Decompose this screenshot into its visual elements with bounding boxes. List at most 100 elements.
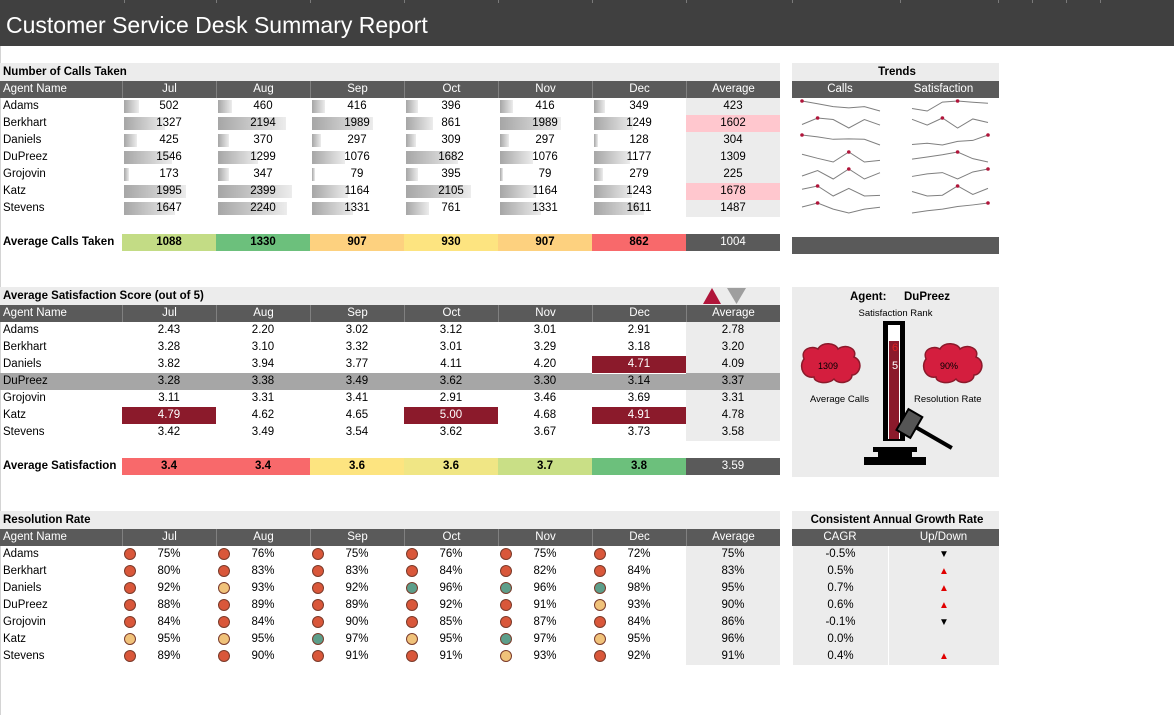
satisfaction-average-cell: 3.37: [686, 373, 780, 391]
col-jul: Jul: [122, 81, 216, 98]
table-row[interactable]: Adams 2.43 2.20 3.02 3.12 3.01 2.91 2.78: [0, 322, 780, 340]
satisfaction-average-cell: 4.09: [686, 356, 780, 374]
agent-name-cell[interactable]: Berkhart: [3, 565, 47, 577]
satisfaction-cell: 3.77: [345, 358, 369, 370]
satisfaction-cell: 4.65: [345, 409, 369, 421]
calls-value: 416: [347, 100, 367, 112]
satisfaction-cell: 3.30: [533, 375, 557, 387]
resolution-cell: 92%: [310, 580, 404, 598]
agent-name-cell[interactable]: Grojovin: [3, 392, 46, 404]
resolution-cell: 84%: [404, 563, 498, 581]
status-dot-icon: [406, 548, 418, 560]
status-dot-icon: [594, 633, 606, 645]
agent-name-cell[interactable]: Daniels: [3, 582, 42, 594]
sort-down-icon[interactable]: [727, 288, 746, 304]
calls-cell: 370: [216, 132, 310, 150]
calls-data-bar: [312, 134, 321, 147]
agent-name-cell[interactable]: DuPreez: [3, 375, 48, 387]
calls-cell: 1989: [498, 115, 592, 133]
agent-name-cell[interactable]: Stevens: [3, 650, 45, 662]
calls-cell: 173: [122, 166, 216, 184]
agent-name-cell[interactable]: Adams: [3, 324, 39, 336]
sparkline-high-point: [986, 167, 990, 171]
status-dot-icon: [218, 565, 230, 577]
direction-cell: ▲: [888, 648, 999, 666]
calls-data-bar: [594, 185, 632, 198]
calls-average-cell: 1487: [686, 200, 780, 218]
calls-cell: 79: [498, 166, 592, 184]
trend-sparklines: [800, 99, 990, 214]
table-row[interactable]: Stevens 3.42 3.49 3.54 3.62 3.67 3.73 3.58: [0, 424, 780, 442]
status-dot-icon: [124, 565, 136, 577]
resolution-average-cell: 83%: [686, 563, 780, 581]
resolution-cell: 80%: [122, 563, 216, 581]
direction-cell: ▲: [888, 580, 999, 598]
resolution-value: 89%: [345, 599, 369, 611]
resolution-value: 76%: [251, 548, 275, 560]
agent-name-cell[interactable]: Grojovin: [3, 168, 46, 180]
table-row[interactable]: Grojovin 3.11 3.31 3.41 2.91 3.46 3.69 3.31: [0, 390, 780, 408]
col-dec: Dec: [592, 529, 686, 546]
agent-name-cell[interactable]: DuPreez: [3, 599, 48, 611]
sparkline-high-point: [955, 99, 960, 103]
resolution-value: 90%: [345, 616, 369, 628]
table-row: Adams 75% 76% 75% 76% 75% 72% 75%: [0, 546, 780, 564]
calls-cell: 460: [216, 98, 310, 116]
growth-row: 0.4% ▲: [792, 648, 999, 666]
agent-name-cell[interactable]: Katz: [3, 633, 27, 645]
calls-sparkline: [801, 185, 881, 197]
agent-name-cell[interactable]: Grojovin: [3, 616, 46, 628]
calls-data-bar: [124, 168, 129, 181]
status-dot-icon: [500, 548, 512, 560]
trends-title: Trends: [792, 63, 999, 81]
calls-cell: 416: [310, 98, 404, 116]
table-row[interactable]: Daniels 3.82 3.94 3.77 4.11 4.20 4.71 4.09: [0, 356, 780, 374]
agent-name-cell[interactable]: Katz: [3, 185, 27, 197]
agent-name-cell[interactable]: Stevens: [3, 202, 45, 214]
calls-value: 460: [253, 100, 273, 112]
calls-cell: 1331: [498, 200, 592, 218]
satisfaction-cell: 3.01: [439, 341, 463, 353]
calls-value: 370: [253, 134, 273, 146]
calls-label: Average Calls: [810, 394, 869, 405]
resolution-value: 91%: [533, 599, 557, 611]
agent-name-cell[interactable]: Adams: [3, 548, 39, 560]
table-row[interactable]: Berkhart 3.28 3.10 3.32 3.01 3.29 3.18 3.20: [0, 339, 780, 357]
agent-name-cell[interactable]: Daniels: [3, 358, 42, 370]
sort-arrows[interactable]: [702, 287, 748, 305]
sparkline-high-point: [955, 150, 960, 154]
agent-name-cell[interactable]: Berkhart: [3, 341, 47, 353]
agent-name-cell[interactable]: Adams: [3, 100, 39, 112]
calls-data-bar: [500, 185, 536, 198]
cagr-cell: 0.6%: [792, 597, 888, 615]
calls-value: 1249: [626, 117, 652, 129]
resolution-value: 85%: [439, 616, 463, 628]
resolution-value: 92%: [345, 582, 369, 594]
status-dot-icon: [218, 582, 230, 594]
agent-name-cell[interactable]: Berkhart: [3, 117, 47, 129]
agent-name[interactable]: DuPreez: [904, 291, 951, 303]
calls-data-bar: [124, 117, 165, 130]
calls-sparkline: [801, 168, 881, 180]
satisfaction-table-body: Adams 2.43 2.20 3.02 3.12 3.01 2.91 2.78 Berkhar…: [0, 322, 780, 442]
sort-up-icon[interactable]: [703, 288, 721, 304]
calls-value: 1299: [250, 151, 276, 163]
calls-data-bar: [594, 168, 603, 181]
up-arrow-icon: ▲: [939, 566, 949, 577]
calls-cell: 1989: [310, 115, 404, 133]
agent-name-cell[interactable]: Stevens: [3, 426, 45, 438]
resolution-average-cell: 95%: [686, 580, 780, 598]
resolution-value: 83%: [251, 565, 275, 577]
resolution-value: 84%: [627, 616, 651, 628]
agent-name-cell[interactable]: Daniels: [3, 134, 42, 146]
resolution-average-cell: 96%: [686, 631, 780, 649]
table-row-selected[interactable]: DuPreez 3.28 3.38 3.49 3.62 3.30 3.14 3.37: [0, 373, 780, 391]
table-row[interactable]: Katz 4.79 4.62 4.65 5.00 4.68 4.91 4.78: [0, 407, 780, 425]
satisfaction-cell: 3.01: [533, 324, 557, 336]
calls-value: 761: [441, 202, 461, 214]
calls-data-bar: [124, 202, 175, 215]
down-arrow-icon: ▼: [939, 617, 949, 628]
agent-name-cell[interactable]: Katz: [3, 409, 27, 421]
agent-name-cell[interactable]: DuPreez: [3, 151, 48, 163]
status-dot-icon: [500, 565, 512, 577]
